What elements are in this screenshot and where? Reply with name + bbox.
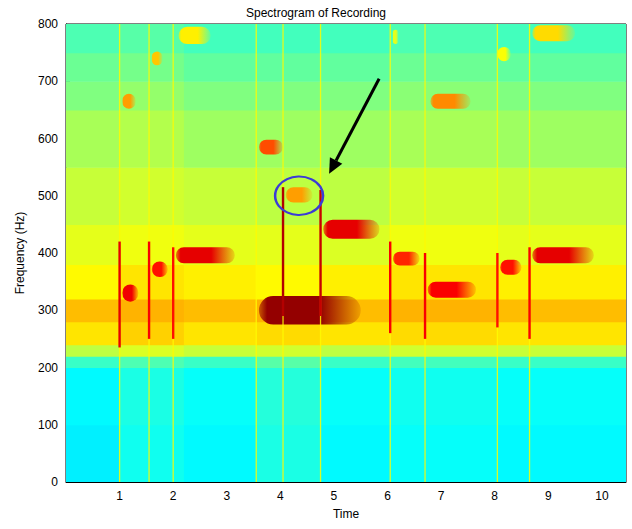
svg-text:6: 6 [384,489,391,503]
svg-text:9: 9 [545,489,552,503]
svg-text:200: 200 [38,361,58,375]
svg-text:5: 5 [331,489,338,503]
svg-text:3: 3 [223,489,230,503]
svg-text:800: 800 [38,17,58,31]
svg-text:300: 300 [38,303,58,317]
svg-text:100: 100 [38,418,58,432]
svg-text:0: 0 [51,475,58,489]
svg-text:7: 7 [438,489,445,503]
svg-text:600: 600 [38,132,58,146]
svg-text:500: 500 [38,189,58,203]
svg-text:Spectrogram of Recording: Spectrogram of Recording [246,6,386,20]
svg-text:10: 10 [595,489,609,503]
svg-text:Time: Time [333,507,360,521]
svg-text:8: 8 [491,489,498,503]
svg-text:Frequency (Hz): Frequency (Hz) [13,212,27,295]
svg-text:4: 4 [277,489,284,503]
svg-text:700: 700 [38,74,58,88]
svg-text:2: 2 [170,489,177,503]
svg-text:400: 400 [38,246,58,260]
svg-text:1: 1 [116,489,123,503]
